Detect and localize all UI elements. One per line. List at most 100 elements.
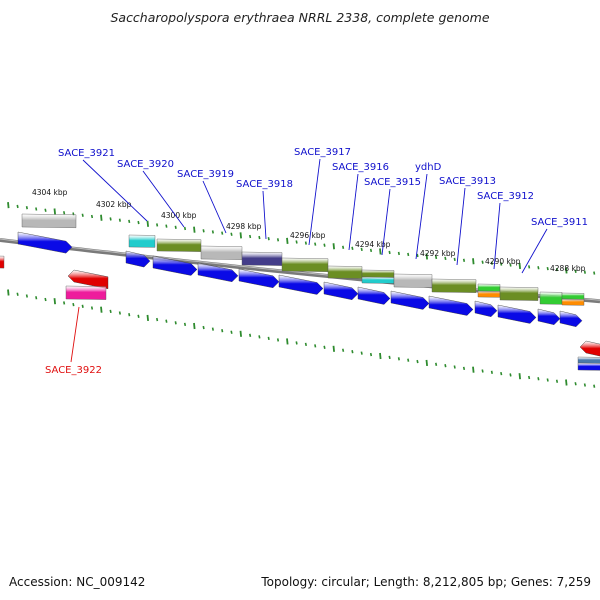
- tick-mark-lower: [332, 345, 335, 352]
- tick-mark-lower: [90, 306, 94, 310]
- gene-block-grey: [200, 245, 243, 260]
- tick-mark-lower: [565, 379, 568, 386]
- tick-mark-lower: [221, 329, 224, 333]
- tick-mark-lower: [276, 338, 280, 342]
- label-leader-line: [70, 306, 80, 363]
- gene-label: SACE_3911: [531, 217, 588, 228]
- cds-arrow-blue: [238, 268, 280, 289]
- tick-mark-lower: [35, 296, 38, 300]
- tick-mark-upper: [53, 208, 56, 215]
- tick-mark-upper: [314, 242, 317, 246]
- tick-mark-upper: [118, 218, 121, 222]
- tick-mark-upper: [100, 214, 103, 221]
- tick-mark-upper: [267, 237, 270, 241]
- tick-mark-lower: [156, 317, 159, 322]
- label-leader-line: [521, 228, 548, 274]
- gene-block-olive: [156, 238, 202, 252]
- tick-mark-lower: [258, 335, 261, 339]
- gene-block-olive: [499, 286, 539, 301]
- tick-mark-lower: [211, 327, 214, 331]
- tick-mark-lower: [146, 314, 149, 322]
- tick-mark-lower: [286, 338, 289, 345]
- kbp-label: 4294 kbp: [355, 240, 391, 249]
- tick-mark-upper: [44, 208, 47, 212]
- kbp-label: 4288 kbp: [550, 264, 586, 273]
- gene-block-grey: [21, 213, 77, 229]
- label-leader-line: [381, 188, 391, 256]
- gene-block-magenta: [65, 285, 107, 300]
- tick-mark-lower: [202, 325, 205, 330]
- tick-mark-lower: [416, 359, 419, 364]
- tick-mark-lower: [388, 355, 391, 360]
- gene-block-orange: [477, 290, 501, 298]
- tick-mark-lower: [453, 365, 456, 369]
- tick-mark-lower: [267, 336, 270, 341]
- tick-mark-lower: [118, 311, 121, 315]
- tick-mark-lower: [490, 370, 493, 374]
- cds-arrow-red: [67, 269, 109, 290]
- tick-mark-upper: [435, 255, 438, 260]
- cds-arrow-blue: [428, 295, 474, 316]
- tick-mark-lower: [109, 309, 112, 314]
- tick-mark-lower: [537, 377, 540, 381]
- tick-mark-lower: [574, 382, 577, 386]
- tick-mark-upper: [156, 223, 159, 227]
- kbp-label: 4290 kbp: [485, 257, 521, 266]
- tick-mark-lower: [7, 289, 10, 296]
- tick-mark-upper: [490, 261, 493, 265]
- tick-mark-upper: [565, 267, 568, 274]
- kbp-label: 4298 kbp: [226, 222, 262, 231]
- tick-mark-lower: [555, 379, 559, 383]
- gene-block-orange: [561, 298, 585, 306]
- kbp-label: 4302 kbp: [96, 200, 132, 209]
- tick-mark-upper: [276, 238, 280, 242]
- tick-mark-upper: [249, 234, 252, 239]
- gene-block-cyan: [361, 276, 395, 284]
- gene-label: SACE_3916: [332, 162, 389, 173]
- tick-mark-upper: [16, 204, 19, 209]
- tick-mark-upper: [351, 246, 354, 250]
- tick-mark-lower: [435, 362, 438, 366]
- tick-mark-upper: [304, 241, 307, 245]
- cds-arrow-blue: [125, 250, 151, 268]
- tick-mark-upper: [388, 250, 391, 255]
- kbp-label: 4296 kbp: [290, 231, 326, 240]
- tick-mark-lower: [25, 294, 28, 298]
- label-leader-line: [415, 173, 428, 260]
- tick-mark-upper: [146, 220, 149, 227]
- tick-mark-lower: [509, 373, 512, 377]
- tick-mark-upper: [342, 245, 345, 249]
- gene-label: SACE_3922: [45, 365, 102, 376]
- label-leader-line: [308, 158, 321, 246]
- tick-mark-lower: [314, 344, 317, 348]
- gene-block-steel-edge: [577, 356, 600, 364]
- tick-mark-lower: [425, 359, 428, 367]
- gene-block-green: [539, 291, 563, 305]
- gene-block-olive: [361, 269, 395, 278]
- tick-mark-upper: [379, 248, 382, 255]
- tick-mark-upper: [183, 226, 187, 231]
- tick-mark-upper: [295, 240, 298, 244]
- tick-mark-upper: [165, 224, 168, 228]
- tick-mark-upper: [472, 258, 475, 265]
- cds-arrow-blue: [559, 310, 583, 327]
- gene-block-blue-edge: [577, 362, 600, 371]
- tick-mark-upper: [444, 256, 447, 261]
- tick-mark-upper: [528, 265, 531, 269]
- tick-mark-upper: [509, 263, 512, 267]
- tick-mark-lower: [304, 342, 307, 347]
- tick-mark-lower: [481, 369, 484, 373]
- tick-mark-lower: [165, 319, 168, 323]
- map-title: Saccharopolyspora erythraea NRRL 2338, c…: [110, 10, 490, 25]
- tick-mark-upper: [239, 232, 242, 239]
- tick-mark-lower: [295, 341, 298, 345]
- tick-mark-upper: [221, 231, 224, 235]
- gene-block-olive: [327, 265, 363, 279]
- tick-mark-lower: [472, 366, 475, 373]
- gene-block-olive: [431, 278, 477, 293]
- tick-mark-upper: [25, 206, 28, 210]
- tick-mark-upper: [462, 258, 466, 262]
- gene-block-olive: [281, 257, 329, 272]
